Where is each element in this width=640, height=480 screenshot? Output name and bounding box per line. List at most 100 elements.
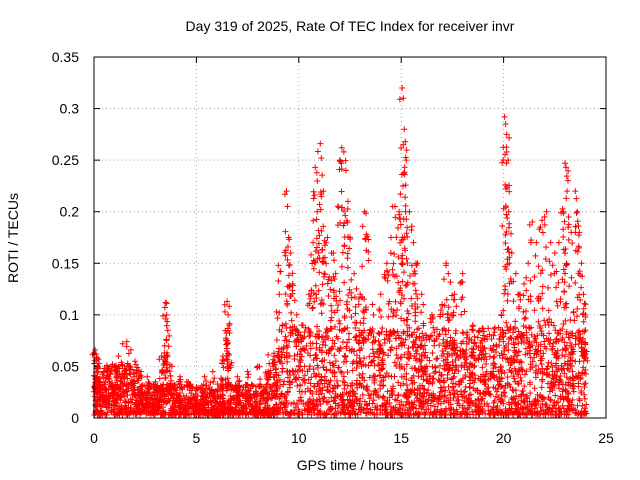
spike-data-point <box>572 279 579 286</box>
band-data-point <box>583 401 590 408</box>
spike-data-point <box>447 279 454 286</box>
spike-data-point <box>569 240 576 247</box>
band-data-point <box>281 378 288 385</box>
spike-data-point <box>505 157 512 164</box>
y-tick-label: 0.35 <box>52 49 79 65</box>
data-point <box>580 291 587 298</box>
data-point <box>317 140 324 147</box>
spike-data-point <box>458 311 465 318</box>
band-data-point <box>431 370 438 377</box>
spike-data-point <box>391 250 398 257</box>
y-tick-label: 0.15 <box>52 255 79 271</box>
data-point <box>131 358 138 365</box>
spike-data-point <box>411 268 418 275</box>
band-data-point <box>552 372 559 379</box>
x-tick-label: 25 <box>598 430 614 446</box>
band-data-point <box>489 406 496 413</box>
band-data-point <box>518 377 525 384</box>
band-data-point <box>432 364 439 371</box>
spike-data-point <box>402 154 409 161</box>
band-data-point <box>403 370 410 377</box>
spike-data-point <box>310 188 317 195</box>
band-data-point <box>429 380 436 387</box>
spike-data-point <box>402 194 409 201</box>
spike-data-point <box>499 159 506 166</box>
band-data-point <box>319 384 326 391</box>
band-data-point <box>302 324 309 331</box>
spike-data-point <box>387 249 394 256</box>
spike-data-point <box>501 290 508 297</box>
data-point <box>377 291 384 298</box>
spike-data-point <box>277 268 284 275</box>
band-data-point <box>498 370 505 377</box>
spike-data-point <box>527 277 534 284</box>
spike-data-point <box>319 172 326 179</box>
spike-data-point <box>412 318 419 325</box>
spike-data-point <box>393 234 400 241</box>
band-data-point <box>296 382 303 389</box>
band-data-point <box>279 365 286 372</box>
y-tick-label: 0.3 <box>60 101 80 117</box>
band-data-point <box>423 363 430 370</box>
band-data-point <box>378 365 385 372</box>
spike-data-point <box>579 328 586 335</box>
band-data-point <box>372 373 379 380</box>
band-data-point <box>459 329 466 336</box>
band-data-point <box>288 400 295 407</box>
band-data-point <box>510 387 517 394</box>
band-data-point <box>356 372 363 379</box>
spike-data-point <box>156 375 163 382</box>
band-data-point <box>462 372 469 379</box>
band-data-point <box>561 370 568 377</box>
spike-data-point <box>284 344 291 351</box>
data-point <box>275 262 282 269</box>
band-data-point <box>346 330 353 337</box>
data-point <box>209 368 216 375</box>
band-data-point <box>531 385 538 392</box>
band-data-point <box>337 368 344 375</box>
spike-data-point <box>397 239 404 246</box>
band-data-point <box>423 377 430 384</box>
x-tick-label: 20 <box>496 430 512 446</box>
band-data-point <box>284 358 291 365</box>
band-data-point <box>132 361 139 368</box>
band-data-point <box>515 381 522 388</box>
band-data-point <box>391 359 398 366</box>
band-data-point <box>539 378 546 385</box>
spike-data-point <box>520 292 527 299</box>
spike-data-point <box>336 317 343 324</box>
y-tick-label: 0.2 <box>60 204 80 220</box>
spike-data-point <box>560 234 567 241</box>
data-point <box>226 322 233 329</box>
spike-data-point <box>563 173 570 180</box>
band-data-point <box>364 387 371 394</box>
band-data-point <box>310 366 317 373</box>
spike-data-point <box>539 290 546 297</box>
spike-data-point <box>353 285 360 292</box>
band-data-point <box>477 377 484 384</box>
spike-data-point <box>324 280 331 287</box>
spike-data-point <box>397 221 404 228</box>
band-data-point <box>454 400 461 407</box>
spike-data-point <box>298 322 305 329</box>
data-point <box>344 198 351 205</box>
data-point <box>162 299 169 306</box>
spike-data-point <box>379 325 386 332</box>
spike-data-point <box>344 250 351 257</box>
spike-data-point <box>359 263 366 270</box>
band-data-point <box>419 330 426 337</box>
band-data-point <box>485 325 492 332</box>
band-data-point <box>331 340 338 347</box>
spike-data-point <box>338 188 345 195</box>
band-data-point <box>294 401 301 408</box>
band-data-point <box>301 372 308 379</box>
spike-data-point <box>403 255 410 262</box>
spike-data-point <box>162 374 169 381</box>
band-data-point <box>292 376 299 383</box>
data-point <box>225 311 232 318</box>
spike-data-point <box>348 314 355 321</box>
band-data-point <box>523 392 530 399</box>
spike-data-point <box>562 270 569 277</box>
band-data-point <box>339 339 346 346</box>
x-axis-label: GPS time / hours <box>296 457 404 473</box>
